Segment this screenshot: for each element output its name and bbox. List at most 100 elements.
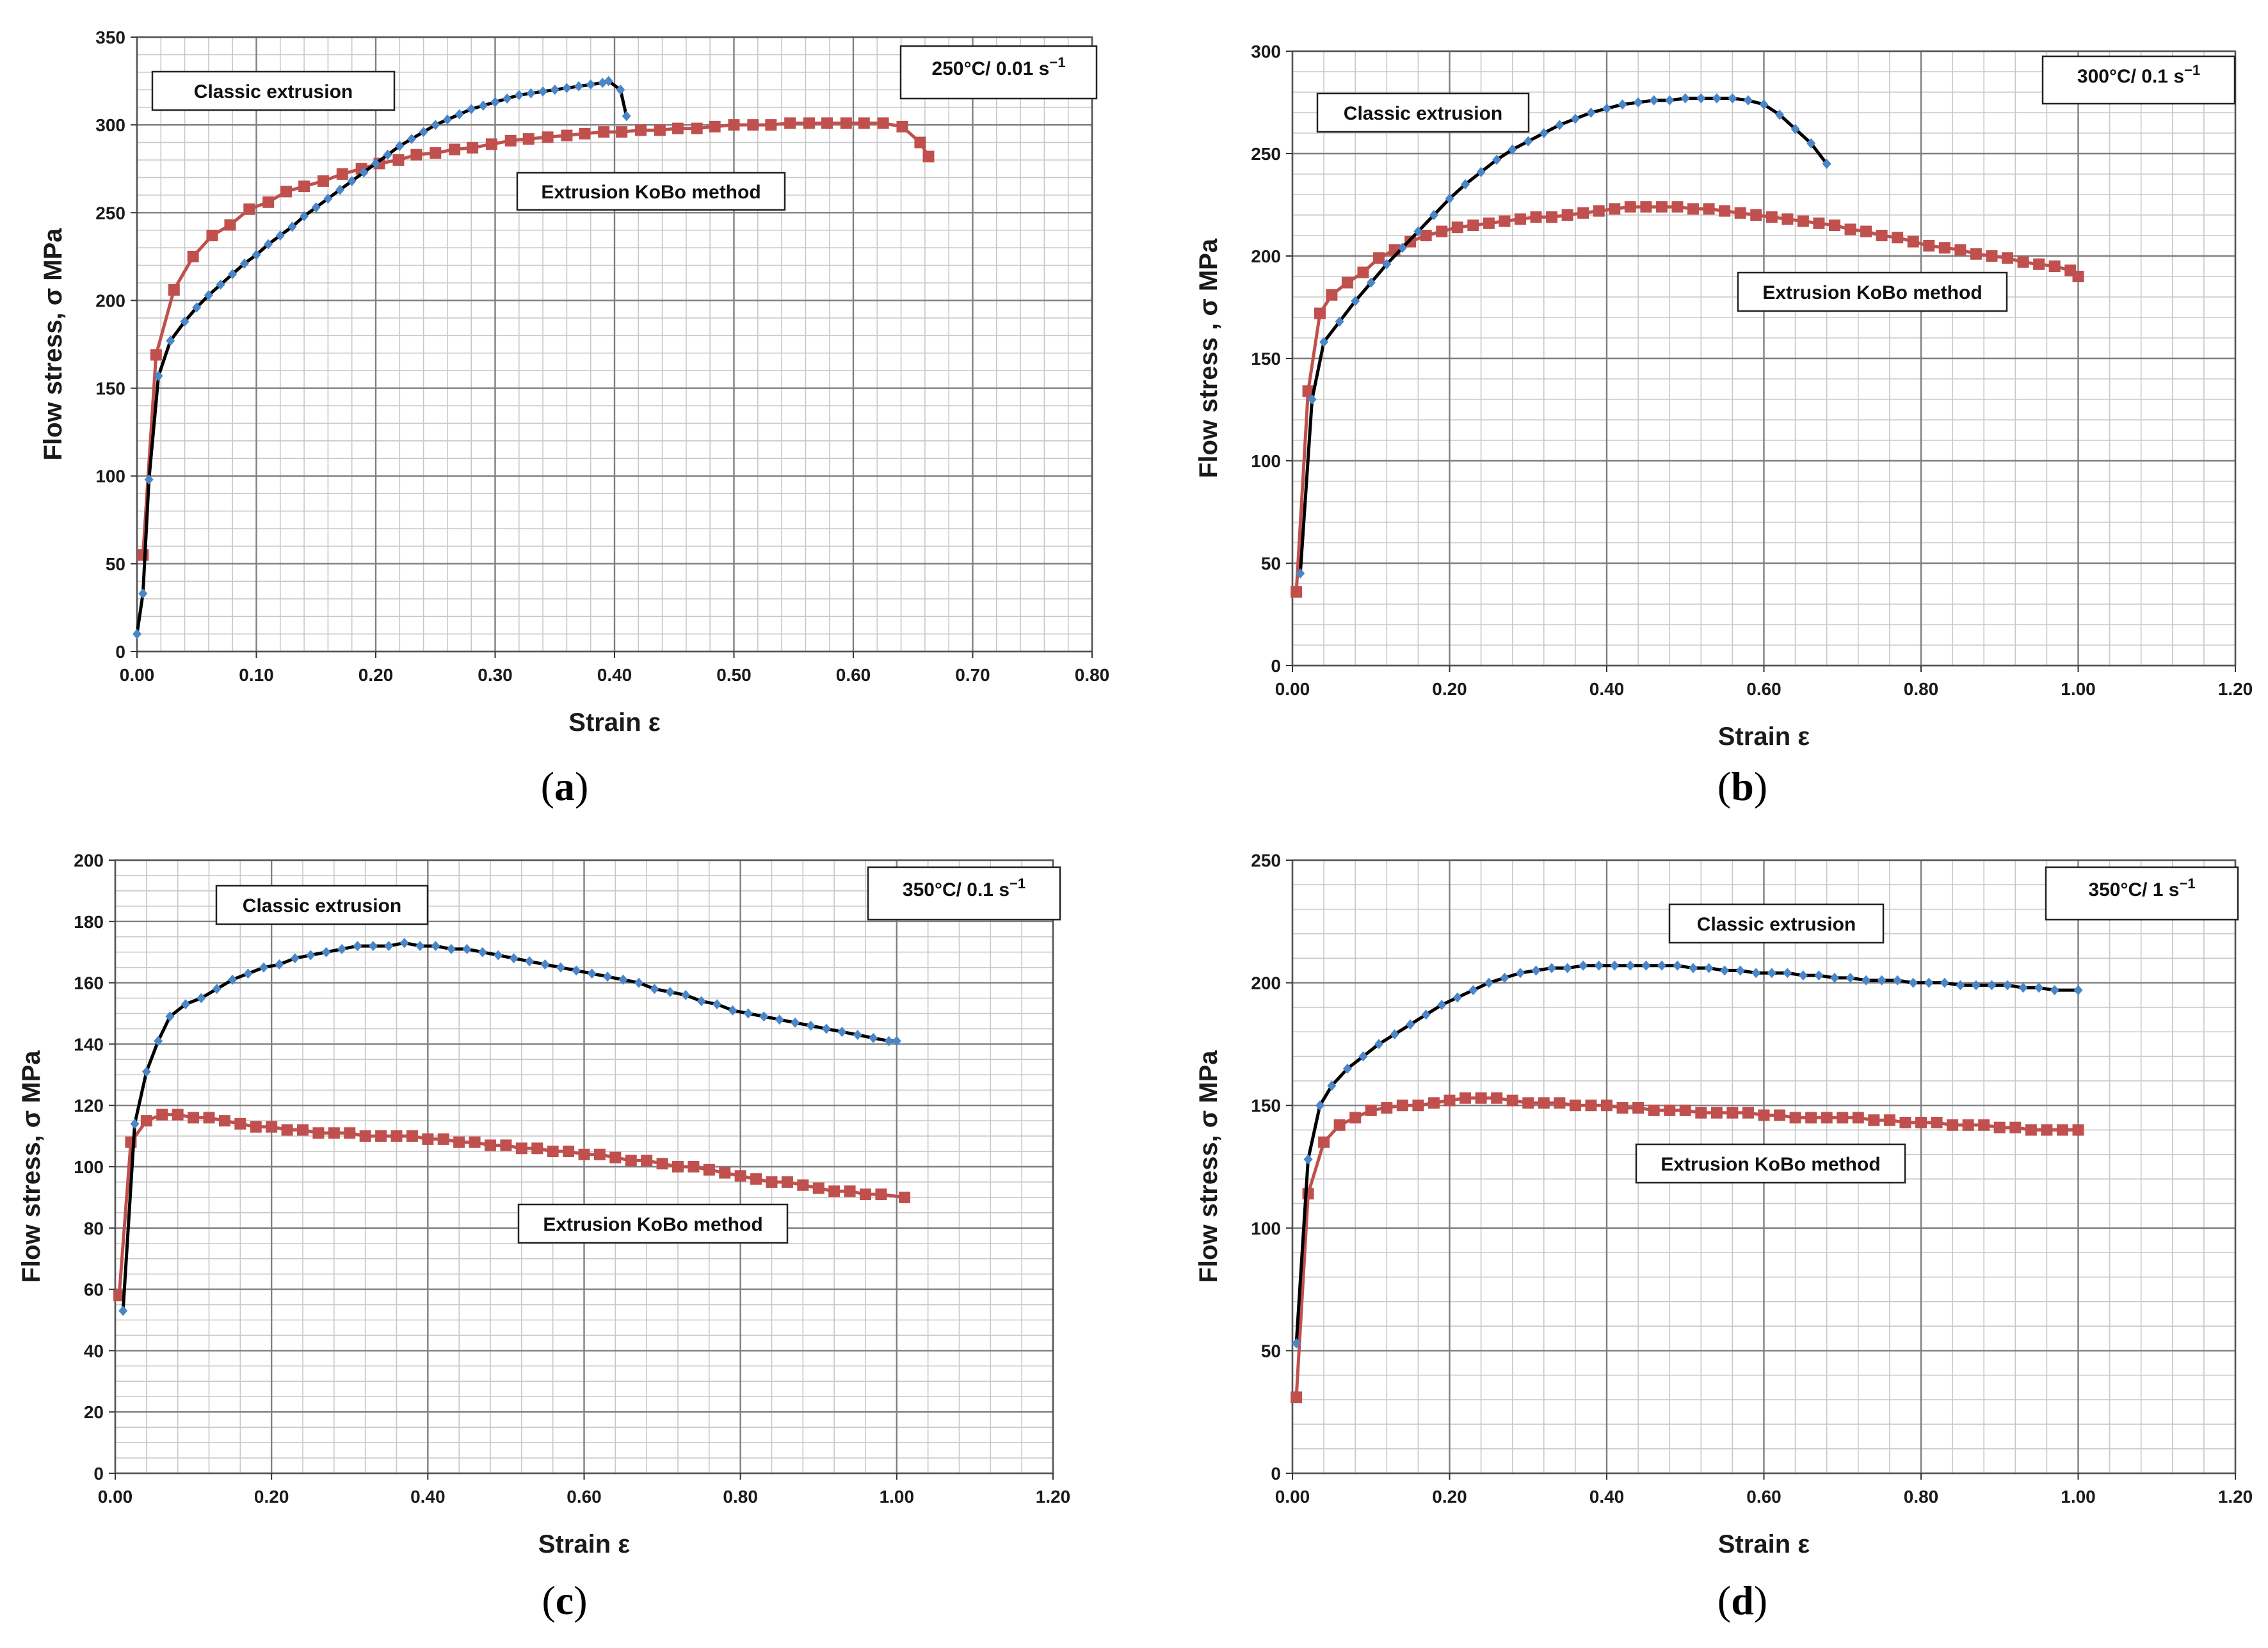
classic-data-point [892, 1036, 901, 1046]
classic-data-point [462, 943, 472, 954]
classic-data-point [138, 588, 148, 599]
classic-data-point [1846, 972, 1855, 983]
y-tick-label: 0 [93, 1464, 104, 1484]
classic-label-box [1668, 903, 1885, 944]
kobo-data-point [797, 1179, 809, 1191]
classic-data-point [1570, 113, 1580, 124]
classic-data-point [1696, 93, 1706, 104]
kobo-data-point [504, 134, 517, 147]
kobo-data-point [1483, 217, 1495, 229]
y-tick-label: 250 [1251, 851, 1281, 870]
classic-data-point [650, 984, 659, 995]
kobo-data-point [2025, 1124, 2037, 1136]
y-tick-label: 100 [95, 467, 125, 486]
classic-data-point [353, 941, 362, 952]
kobo-data-point [1444, 1094, 1456, 1107]
kobo-data-point [821, 117, 833, 129]
classic-label-box [151, 70, 396, 111]
classic-data-point [399, 938, 409, 948]
classic-data-point [622, 111, 631, 122]
kobo-data-point [728, 119, 740, 131]
kobo-data-point [1593, 205, 1605, 217]
classic-data-point [550, 84, 559, 95]
kobo-data-point [1837, 1112, 1849, 1124]
kobo-data-point [654, 124, 666, 136]
kobo-label-box [1737, 271, 2008, 312]
classic-data-point [1539, 128, 1548, 138]
x-tick-label: 1.00 [880, 1487, 915, 1507]
kobo-data-point [2048, 260, 2061, 272]
x-tick-label: 0.00 [1275, 1487, 1310, 1507]
kobo-data-point [1365, 1104, 1377, 1116]
kobo-data-point [375, 1130, 387, 1142]
classic-data-point [1602, 103, 1611, 114]
kobo-data-point [781, 1176, 793, 1188]
kobo-data-point [1883, 1114, 1895, 1126]
classic-data-point [1461, 179, 1470, 189]
classic-data-point [1594, 960, 1604, 971]
classic-data-point [1563, 963, 1572, 973]
classic-data-point [1319, 337, 1329, 348]
kobo-data-point [1844, 223, 1856, 236]
y-tick-label: 60 [84, 1280, 104, 1300]
kobo-data-point [453, 1136, 465, 1148]
kobo-data-point [266, 1121, 278, 1133]
kobo-data-point [875, 1188, 887, 1201]
classic-data-point [1775, 109, 1785, 120]
y-axis-label: Flow stress , σ MPa [1194, 238, 1223, 478]
panel-label: (a) [541, 764, 589, 809]
chart-panel-a: 0.00 0.10 0.20 0.30 0.40 0.50 0.60 0.70 0.80 0 50 1… [39, 28, 1109, 809]
x-tick-label: 0.80 [723, 1487, 758, 1507]
kobo-label-text: Extrusion KoBo method [543, 1214, 762, 1235]
classic-data-point [1657, 960, 1666, 971]
y-tick-label: 100 [1251, 451, 1281, 471]
classic-data-point [154, 1036, 163, 1046]
x-tick-label: 0.70 [955, 665, 990, 685]
kobo-data-point [140, 1115, 152, 1127]
classic-data-point [359, 167, 369, 178]
kobo-data-point [1460, 1092, 1472, 1104]
classic-data-point [1342, 1063, 1352, 1074]
kobo-data-point [734, 1170, 746, 1182]
classic-data-point [118, 1306, 128, 1316]
classic-data-point [634, 977, 643, 988]
classic-data-point [1315, 1100, 1324, 1111]
kobo-data-point [703, 1164, 715, 1176]
classic-data-point [335, 184, 345, 195]
kobo-data-point [392, 154, 405, 166]
kobo-data-point [688, 1161, 700, 1172]
classic-data-point [1468, 985, 1478, 996]
kobo-data-point [281, 1124, 293, 1136]
condition-box [2045, 866, 2239, 921]
condition-box [899, 45, 1098, 100]
kobo-data-point [1734, 207, 1746, 219]
x-tick-label: 0.80 [1904, 679, 1939, 699]
x-tick-label: 0.40 [410, 1487, 446, 1507]
kobo-data-point [250, 1121, 262, 1133]
x-tick-label: 0.60 [1746, 679, 1781, 699]
y-tick-label: 250 [95, 203, 125, 223]
kobo-data-point [1962, 1119, 1974, 1131]
condition-text: 350°C/ 0.1 s−1 [903, 876, 1025, 900]
kobo-label-box [516, 172, 786, 211]
kobo-data-point [336, 168, 348, 180]
classic-data-point [618, 974, 628, 985]
classic-data-point [509, 953, 519, 964]
y-tick-label: 180 [74, 912, 104, 932]
x-tick-label: 1.00 [2061, 1487, 2096, 1507]
kobo-data-point [1750, 209, 1762, 221]
x-tick-label: 1.20 [1036, 1487, 1071, 1507]
kobo-data-point [1781, 213, 1794, 225]
classic-data-point [165, 1011, 175, 1022]
classic-data-point [1358, 1051, 1368, 1062]
classic-data-point [1689, 963, 1698, 973]
classic-data-point [681, 989, 691, 1000]
kobo-data-point [1758, 1109, 1770, 1121]
condition-exponent: −1 [2180, 876, 2196, 892]
kobo-data-point [410, 148, 422, 161]
y-tick-label: 200 [74, 851, 104, 870]
classic-data-point [603, 972, 613, 982]
classic-data-point [1374, 1039, 1384, 1050]
classic-data-point [1940, 977, 1949, 988]
classic-data-point [300, 211, 309, 221]
